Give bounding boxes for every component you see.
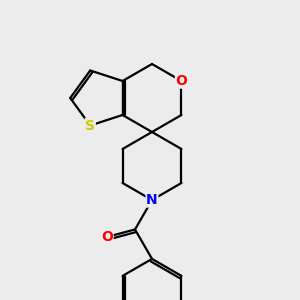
Text: O: O [101, 230, 113, 244]
Text: O: O [176, 74, 188, 88]
Text: S: S [85, 118, 95, 133]
Text: N: N [146, 193, 158, 207]
